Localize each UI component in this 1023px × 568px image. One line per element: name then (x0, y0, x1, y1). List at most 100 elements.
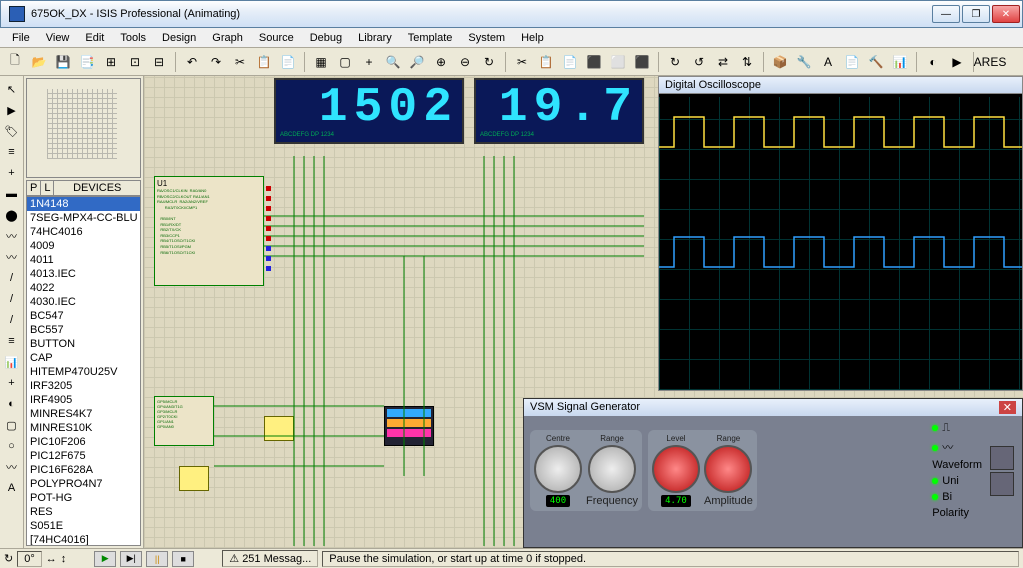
rail-tool[interactable]: + (3, 164, 21, 182)
opamp-u2a[interactable] (264, 416, 294, 441)
minimize-button[interactable]: — (932, 5, 960, 23)
toolbar-button[interactable]: ↺ (688, 51, 710, 73)
toolbar-button[interactable]: ✂ (229, 51, 251, 73)
siggen-close-button[interactable]: ✕ (999, 401, 1016, 414)
menu-tools[interactable]: Tools (112, 30, 154, 46)
device-item[interactable]: 7SEG-MPX4-CC-BLU (27, 211, 140, 225)
toolbar-button[interactable]: ⊕ (430, 51, 452, 73)
toolbar-button[interactable]: ⬜ (607, 51, 629, 73)
step-button[interactable]: ▶| (120, 551, 142, 567)
rail-tool[interactable]: ↖ (3, 80, 21, 98)
device-item[interactable]: BC547 (27, 309, 140, 323)
rail-tool[interactable]: / (3, 290, 21, 308)
toolbar-button[interactable]: 📊 (889, 51, 911, 73)
signal-generator-window[interactable]: VSM Signal Generator ✕ Centre 400 Range … (523, 398, 1023, 548)
toolbar-button[interactable]: 🔨 (865, 51, 887, 73)
toolbar-button[interactable]: ✂ (511, 51, 533, 73)
oscilloscope-window[interactable]: Digital Oscilloscope (658, 76, 1023, 391)
toolbar-button[interactable]: 🗋 (4, 51, 26, 73)
toolbar-button[interactable]: 📋 (253, 51, 275, 73)
device-item[interactable]: 4013.IEC (27, 267, 140, 281)
level-dial[interactable] (652, 445, 700, 493)
rail-tool[interactable]: ○ (3, 437, 21, 455)
rail-tool[interactable]: 🏷 (3, 122, 21, 140)
menu-system[interactable]: System (460, 30, 513, 46)
device-item[interactable]: 1N4148 (27, 197, 140, 211)
rail-tool[interactable]: 〰 (3, 248, 21, 266)
play-button[interactable]: ▶ (94, 551, 116, 567)
device-item[interactable]: RES (27, 505, 140, 519)
device-item[interactable]: CAP (27, 351, 140, 365)
menu-design[interactable]: Design (154, 30, 204, 46)
devices-l-button[interactable]: L (41, 181, 54, 195)
polarity-button[interactable] (990, 472, 1014, 496)
toolbar-button[interactable]: ⬛ (583, 51, 605, 73)
device-item[interactable]: PIC12F675 (27, 449, 140, 463)
device-item[interactable]: BUTTON (27, 337, 140, 351)
menu-help[interactable]: Help (513, 30, 552, 46)
toolbar-button[interactable]: 📂 (28, 51, 50, 73)
toolbar-button[interactable]: ↻ (664, 51, 686, 73)
flip-h-icon[interactable]: ↔ (46, 553, 57, 565)
toolbar-button[interactable]: ⊖ (454, 51, 476, 73)
toolbar-button[interactable]: ▦ (310, 51, 332, 73)
amp-range-dial[interactable] (704, 445, 752, 493)
menu-edit[interactable]: Edit (77, 30, 112, 46)
device-item[interactable]: 4022 (27, 281, 140, 295)
rail-tool[interactable]: ◐ (3, 395, 21, 413)
menu-template[interactable]: Template (400, 30, 461, 46)
toolbar-button[interactable]: 🔎 (406, 51, 428, 73)
pause-button[interactable]: || (146, 551, 168, 567)
centre-dial[interactable] (534, 445, 582, 493)
menu-graph[interactable]: Graph (204, 30, 251, 46)
toolbar-button[interactable]: 🔍 (382, 51, 404, 73)
freq-range-dial[interactable] (588, 445, 636, 493)
rail-tool[interactable]: ⬤ (3, 206, 21, 224)
devices-list[interactable]: 1N41487SEG-MPX4-CC-BLU74HC40164009401140… (26, 196, 141, 546)
opamp-u2b[interactable] (179, 466, 209, 491)
toolbar-button[interactable]: ↻ (478, 51, 500, 73)
devices-p-button[interactable]: P (27, 181, 41, 195)
toolbar-button[interactable]: 🔧 (793, 51, 815, 73)
device-item[interactable]: POT-HG (27, 491, 140, 505)
toolbar-button[interactable]: ◐ (922, 51, 944, 73)
toolbar-button[interactable]: ⊟ (148, 51, 170, 73)
flip-v-icon[interactable]: ↕ (61, 553, 67, 565)
device-item[interactable]: S051E (27, 519, 140, 533)
toolbar-button[interactable]: 📄 (559, 51, 581, 73)
rail-tool[interactable]: / (3, 269, 21, 287)
toolbar-button[interactable]: ⊞ (100, 51, 122, 73)
toolbar-button[interactable]: 📄 (277, 51, 299, 73)
toolbar-button[interactable]: 📑 (76, 51, 98, 73)
device-item[interactable]: 4009 (27, 239, 140, 253)
rail-tool[interactable]: ≡ (3, 143, 21, 161)
toolbar-button[interactable]: 💾 (52, 51, 74, 73)
toolbar-button[interactable]: ↶ (181, 51, 203, 73)
rail-tool[interactable]: ▶ (3, 101, 21, 119)
device-item[interactable]: PIC10F206 (27, 435, 140, 449)
toolbar-button[interactable]: ARES (979, 51, 1001, 73)
mini-scope[interactable] (384, 406, 434, 446)
device-item[interactable]: 74HC4016 (27, 225, 140, 239)
rail-tool[interactable]: + (3, 374, 21, 392)
rail-tool[interactable]: ▬ (3, 185, 21, 203)
device-item[interactable]: BC557 (27, 323, 140, 337)
toolbar-button[interactable]: ⇅ (736, 51, 758, 73)
toolbar-button[interactable]: A (817, 51, 839, 73)
menu-file[interactable]: File (4, 30, 38, 46)
toolbar-button[interactable]: ⇄ (712, 51, 734, 73)
toolbar-button[interactable]: ↷ (205, 51, 227, 73)
rail-tool[interactable]: / (3, 311, 21, 329)
device-item[interactable]: POLYPRO4N7 (27, 477, 140, 491)
maximize-button[interactable]: ❐ (962, 5, 990, 23)
device-item[interactable]: IRF4905 (27, 393, 140, 407)
device-item[interactable]: 4030.IEC (27, 295, 140, 309)
rotate-icon[interactable]: ↻ (4, 552, 13, 565)
menu-view[interactable]: View (38, 30, 78, 46)
rail-tool[interactable]: ≡ (3, 332, 21, 350)
overview-map[interactable] (26, 78, 141, 178)
menu-library[interactable]: Library (350, 30, 400, 46)
device-item[interactable]: 4011 (27, 253, 140, 267)
toolbar-button[interactable]: 📦 (769, 51, 791, 73)
device-item[interactable]: MINRES4K7 (27, 407, 140, 421)
